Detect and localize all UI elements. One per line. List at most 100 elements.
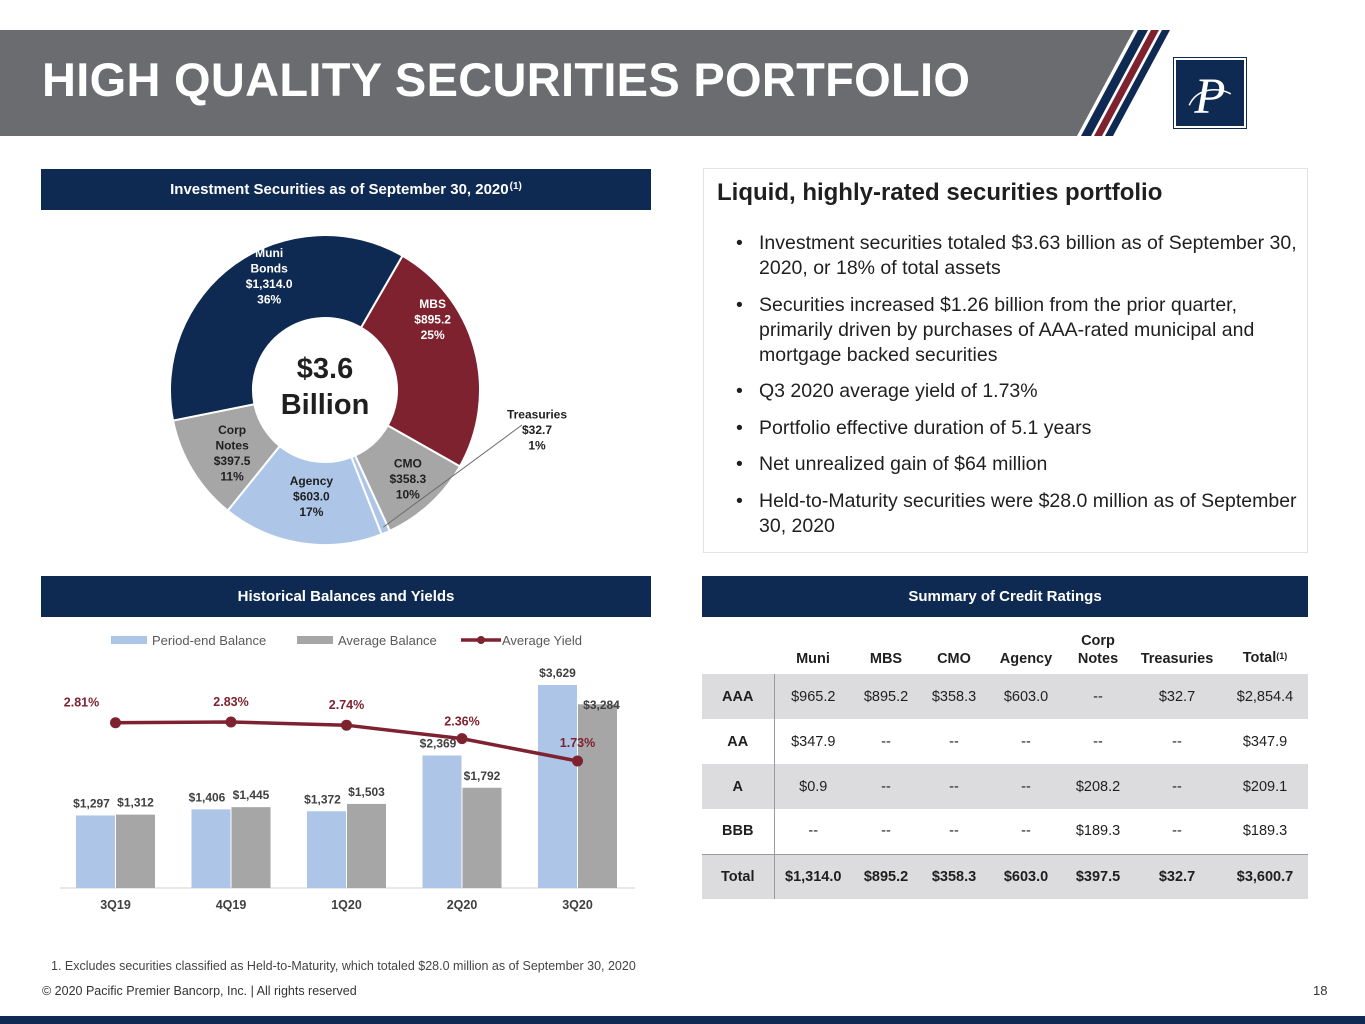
rating-value-cell: $189.3 — [1242, 823, 1288, 840]
highlight-bullet: Investment securities totaled $3.63 bill… — [734, 231, 1304, 281]
table-row: AAA $965.2 $895.2 $358.3 $603.0 -- $32.7 $2,854… — [702, 674, 1308, 719]
slice-value-label: $1,314.0 — [246, 277, 293, 291]
ratings-panel-title: Summary of Credit Ratings — [908, 588, 1102, 605]
rating-value-cell: $189.3 — [1075, 823, 1121, 840]
rating-value-cell: $965.2 — [774, 674, 852, 719]
rating-label-cell: AA — [702, 719, 775, 764]
donut-center-unit: Billion — [281, 389, 370, 421]
table-header-row: Muni MBS CMO Agency Corp Notes Treasurie… — [702, 630, 1308, 674]
slice-value-label: 10% — [396, 487, 420, 501]
table-row: BBB -- -- -- -- $189.3 -- $189.3 — [702, 809, 1308, 854]
highlight-bullet: Portfolio effective duration of 5.1 year… — [734, 416, 1304, 441]
copyright: © 2020 Pacific Premier Bancorp, Inc. | A… — [42, 984, 357, 998]
slice-name-label: Treasuries — [507, 408, 567, 422]
rating-value-cell: $358.3 — [920, 674, 988, 719]
legend-marker — [477, 636, 485, 644]
column-header: CMO — [937, 651, 971, 667]
rating-value-cell: $895.2 — [852, 853, 920, 899]
yield-value-label: 2.81% — [64, 696, 99, 710]
rating-value-cell: $208.2 — [1064, 764, 1132, 809]
average-balance-bar — [231, 807, 271, 888]
slice-name-label: MBS — [419, 297, 446, 311]
slice-name-label: Bonds — [250, 262, 288, 276]
donut-labels: MBS$895.2 25% CMO $358.310% Treasuries$32.7 1… — [214, 246, 568, 519]
rating-value-cell: $32.7 — [1132, 674, 1222, 719]
yield-line — [110, 716, 583, 767]
balance-bars — [60, 685, 635, 889]
slice-value-label: 1% — [528, 439, 546, 453]
donut-slice — [169, 234, 404, 422]
rating-value-cell: -- — [1021, 733, 1031, 750]
highlight-bullet: Q3 2020 average yield of 1.73% — [734, 379, 1304, 404]
rating-value-cell: $209.1 — [1222, 764, 1308, 809]
logo-letter: P — [1193, 69, 1225, 125]
investment-panel-title: Investment Securities as of September 30… — [170, 181, 509, 198]
historical-balances-chart: Period-end Balance Average Balance Average… — [60, 633, 635, 912]
slice-name-label: Notes — [215, 438, 249, 452]
rating-value-cell: $397.5 — [1064, 853, 1132, 899]
slice-value-label: $358.3 — [389, 472, 426, 486]
rating-value-cell: $1,314.0 — [774, 853, 852, 899]
header-band — [0, 30, 1170, 136]
period-end-value-label: $1,372 — [304, 792, 341, 806]
rating-label-cell: Total — [702, 853, 775, 899]
period-end-value-label: $1,297 — [73, 796, 110, 810]
table-row: AA $347.9 -- -- -- -- -- $347.9 — [702, 719, 1308, 764]
rating-value-cell: -- — [1021, 823, 1031, 840]
average-balance-value-label: $3,284 — [583, 698, 620, 712]
footnote: 1. Excludes securities classified as Hel… — [51, 959, 636, 973]
slice-name-label: Muni — [255, 246, 283, 260]
rating-value-cell: -- — [808, 823, 819, 840]
category-label: 2Q20 — [447, 898, 478, 912]
legend-label: Period-end Balance — [152, 633, 266, 648]
category-label: 3Q20 — [562, 898, 593, 912]
investment-panel-footnote-mark: (1) — [509, 181, 522, 192]
page-number: 18 — [1313, 983, 1328, 998]
yield-value-label: 1.73% — [560, 736, 595, 750]
table-row: A $0.9 -- -- -- $208.2 -- $209.1 — [702, 764, 1308, 809]
investment-panel-header: Investment Securities as of September 30… — [41, 169, 651, 210]
column-header: MBS — [869, 651, 903, 667]
rating-value-cell: $603.0 — [988, 853, 1064, 899]
period-end-value-label: $3,629 — [539, 666, 576, 680]
donut-center-value: $3.6 — [297, 353, 353, 385]
donut-slice — [359, 254, 481, 468]
page-title: HIGH QUALITY SECURITIES PORTFOLIO — [42, 53, 971, 106]
category-label: 3Q19 — [100, 898, 131, 912]
rating-value-cell: $3,600.7 — [1222, 853, 1308, 899]
rating-value-cell: -- — [949, 733, 959, 750]
historical-panel-title: Historical Balances and Yields — [237, 588, 455, 605]
period-end-bar — [191, 809, 231, 888]
rating-value-cell: $358.3 — [920, 853, 988, 899]
rating-label-cell: A — [702, 764, 775, 809]
column-header: Agency — [999, 651, 1053, 667]
portfolio-highlights-list: Investment securities totaled $3.63 bill… — [734, 231, 1304, 550]
footer-band — [0, 1016, 1365, 1024]
rating-value-cell: -- — [852, 764, 920, 809]
average-balance-bar — [116, 814, 155, 888]
yield-value-label: 2.36% — [444, 715, 479, 729]
slice-value-label: $603.0 — [293, 490, 330, 504]
rating-value-cell: -- — [1132, 764, 1222, 809]
average-balance-value-label: $1,312 — [117, 796, 154, 810]
rating-value-cell: -- — [988, 764, 1064, 809]
column-header — [702, 630, 774, 674]
yield-point — [341, 719, 352, 731]
legend-swatch — [297, 636, 333, 644]
yield-value-label: 2.74% — [329, 698, 364, 712]
slice-value-label: 11% — [220, 469, 244, 483]
rating-value-cell: -- — [1093, 733, 1103, 750]
rating-value-cell: $603.0 — [988, 674, 1064, 719]
yield-value-label: 2.83% — [213, 695, 248, 709]
rating-value-cell: -- — [881, 823, 891, 840]
chart-legend: Period-end Balance Average Balance Average… — [111, 633, 582, 648]
leader-line — [383, 424, 523, 528]
rating-value-cell: $347.9 — [791, 733, 836, 750]
slice-value-label: $397.5 — [214, 454, 251, 468]
period-end-bar — [76, 815, 115, 888]
rating-value-cell: $2,854.4 — [1222, 674, 1308, 719]
slice-name-label: Agency — [290, 474, 334, 488]
average-balance-value-label: $1,503 — [348, 785, 385, 799]
treasuries-leader-line — [383, 424, 523, 528]
rating-value-cell: -- — [1064, 674, 1132, 719]
